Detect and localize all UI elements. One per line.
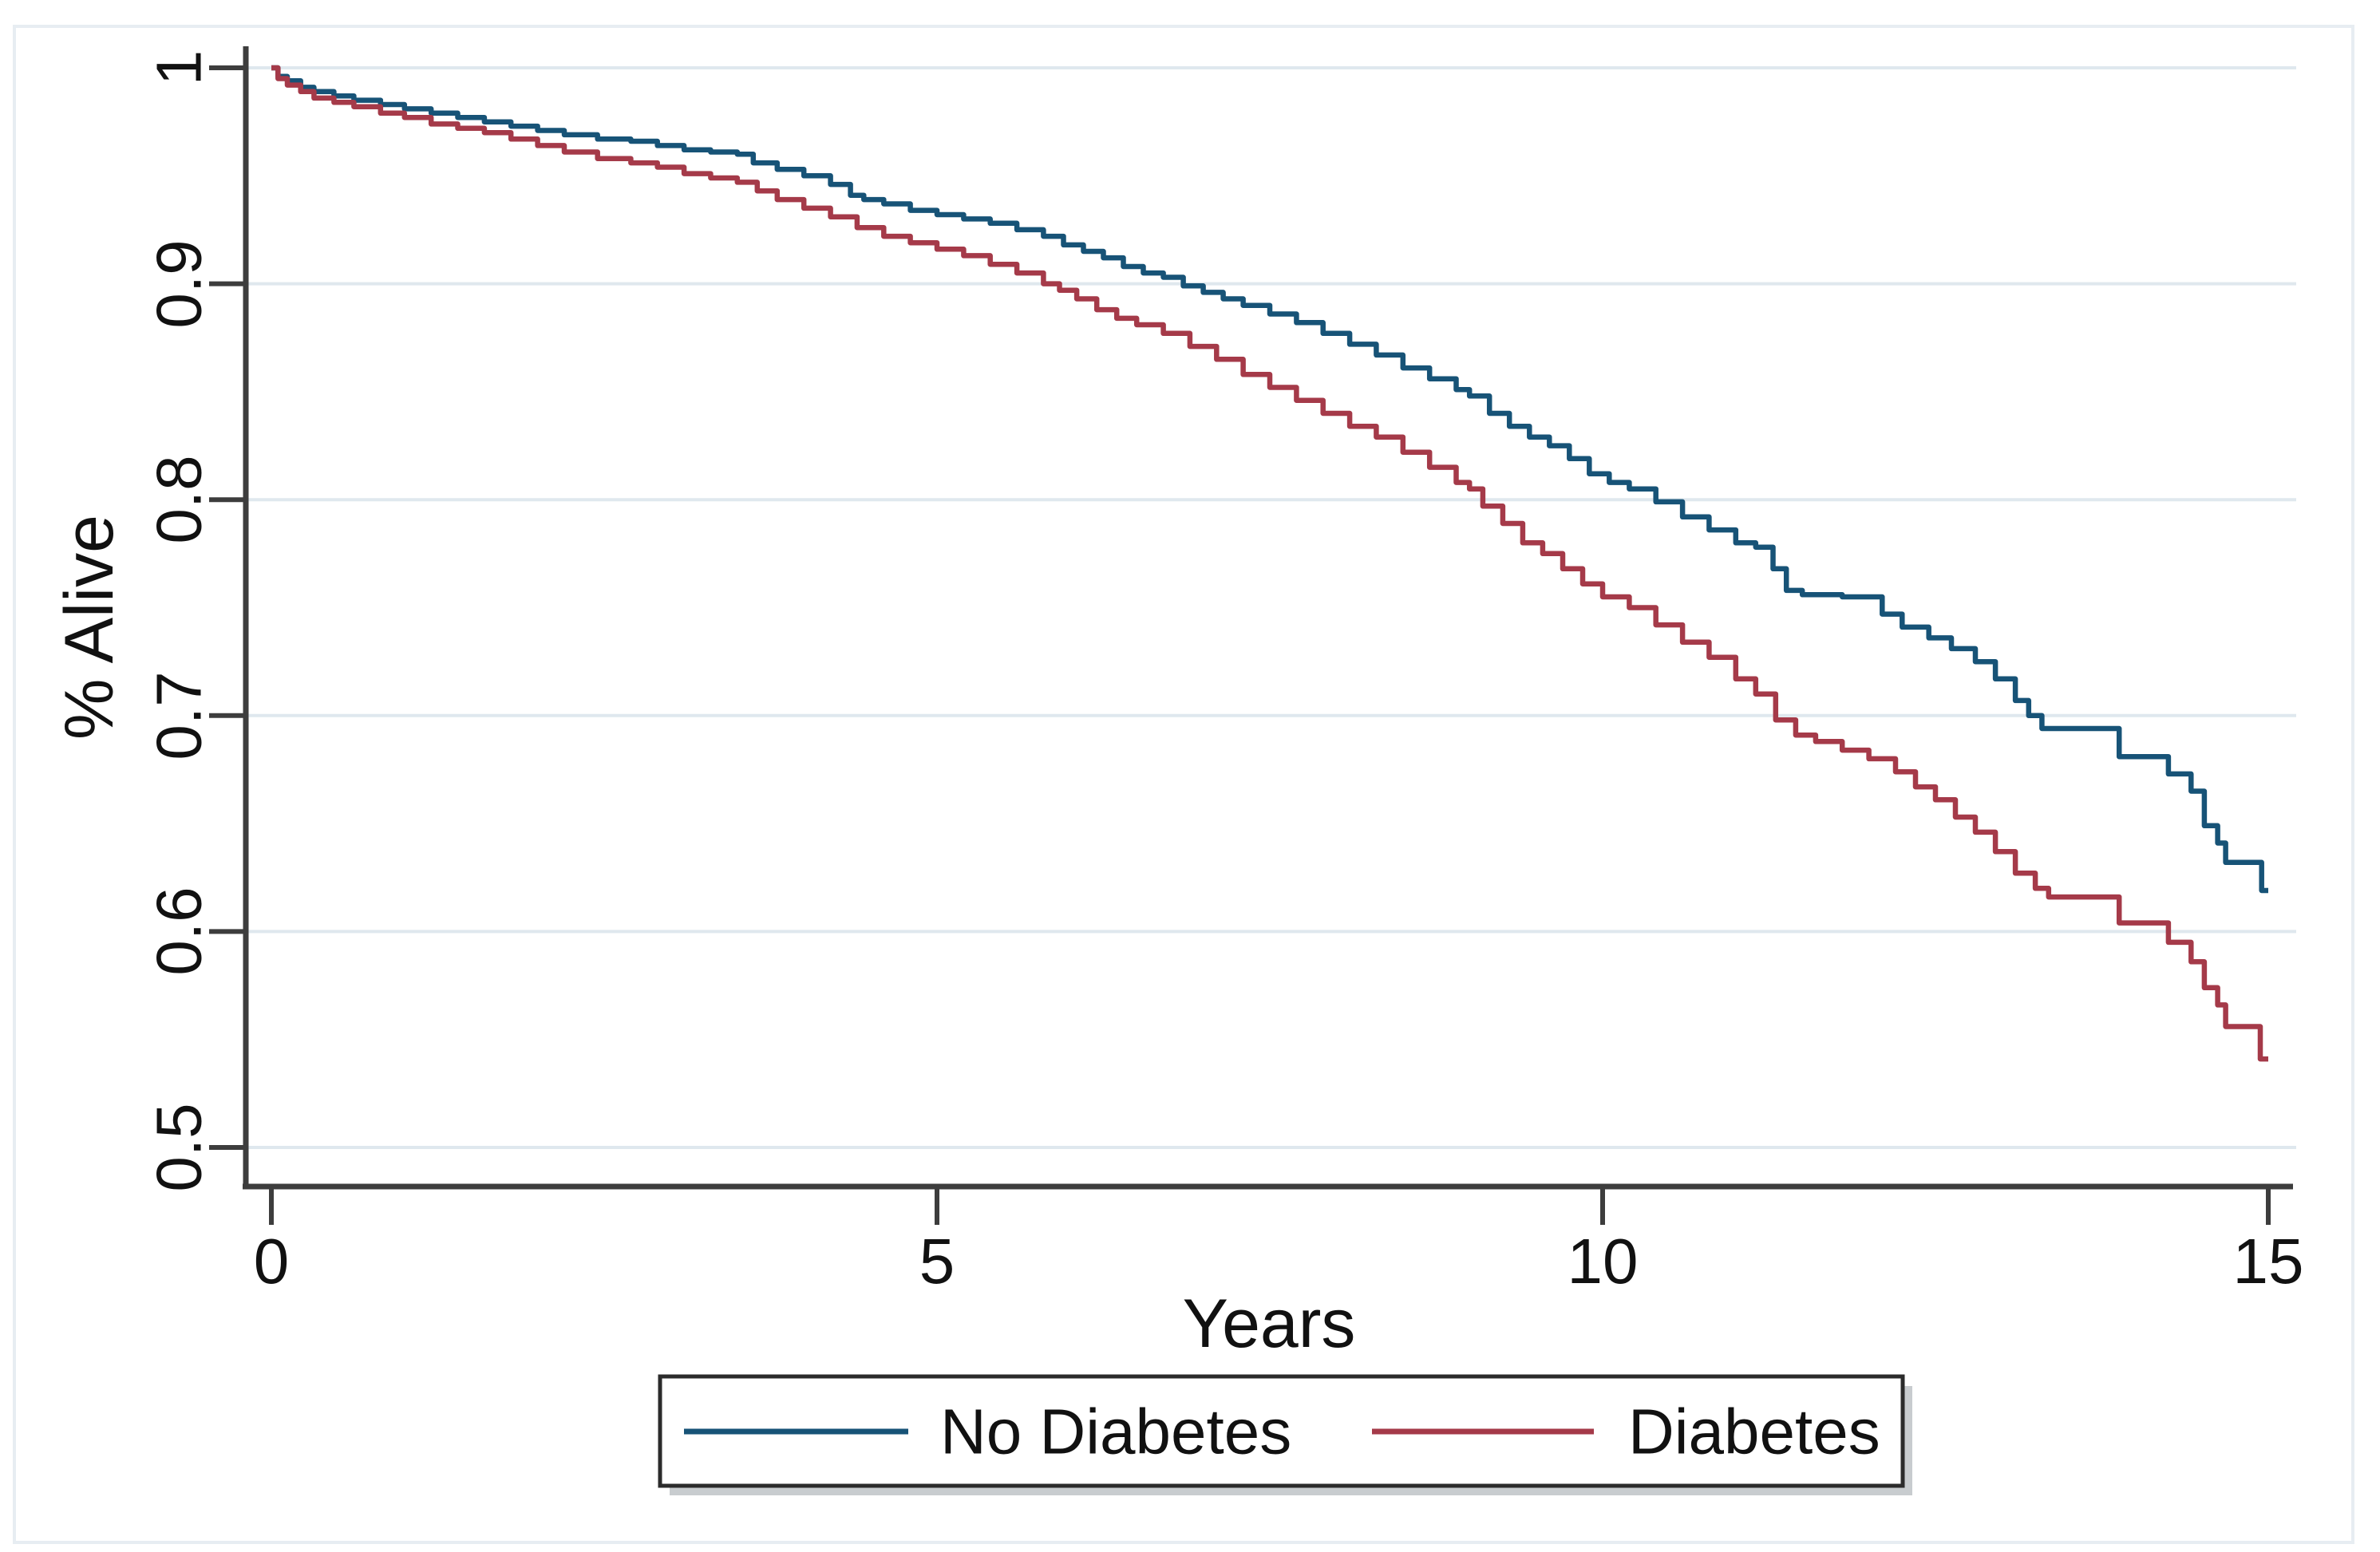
no-diabetes-curve: [271, 65, 2268, 894]
tick-marks: [209, 65, 2271, 1225]
survival-curves: [271, 65, 2268, 1062]
legend: No Diabetes Diabetes: [658, 1374, 1912, 1495]
axes: [243, 46, 2293, 1190]
x-tick-label-0: 0: [254, 1226, 290, 1297]
y-tick-label-1: 1: [144, 50, 215, 86]
gridlines: [246, 66, 2296, 1149]
legend-label-diabetes: Diabetes: [1628, 1396, 1880, 1467]
x-tick-label-10: 10: [1568, 1226, 1639, 1297]
y-tick-label-0-8: 0.8: [144, 455, 215, 543]
x-tick-label-5: 5: [919, 1226, 955, 1297]
diabetes-curve: [271, 65, 2268, 1062]
legend-label-no-diabetes: No Diabetes: [940, 1396, 1291, 1467]
x-tick-label-15: 15: [2233, 1226, 2304, 1297]
y-axis-title: % Alive: [51, 515, 128, 740]
y-tick-label-0-7: 0.7: [144, 671, 215, 760]
y-tick-label-0-5: 0.5: [144, 1103, 215, 1191]
y-tick-labels: 1 0.9 0.8 0.7 0.6 0.5: [144, 50, 215, 1192]
y-tick-label-0-9: 0.9: [144, 239, 215, 328]
figure-border: [13, 25, 2354, 1544]
x-tick-labels: 0 5 10 15: [254, 1226, 2304, 1297]
y-tick-label-0-6: 0.6: [144, 887, 215, 975]
x-axis-title: Years: [1183, 1285, 1356, 1362]
